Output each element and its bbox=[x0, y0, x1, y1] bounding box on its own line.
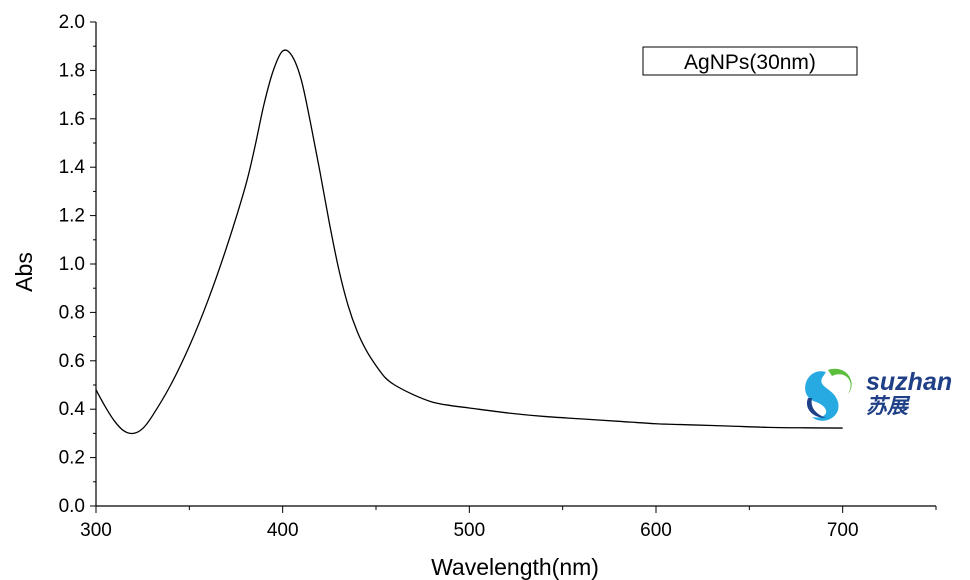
series-group bbox=[95, 49, 843, 435]
y-axis-title: Abs bbox=[11, 252, 37, 292]
y-tick-label: 1.8 bbox=[59, 60, 85, 81]
series-line bbox=[95, 49, 843, 435]
x-tick-label: 600 bbox=[640, 520, 672, 541]
x-tick-label: 300 bbox=[80, 520, 112, 541]
brand-logo: suzhan 苏展 bbox=[805, 368, 952, 421]
logo-latin-text: suzhan bbox=[866, 368, 952, 396]
legend-box bbox=[642, 46, 858, 76]
legend-label: AgNPs(30nm) bbox=[684, 51, 816, 74]
y-tick-label: 0.0 bbox=[59, 496, 85, 517]
y-tick-label: 0.8 bbox=[59, 302, 85, 323]
y-tick-label: 0.6 bbox=[59, 351, 85, 372]
y-tick-label: 1.6 bbox=[59, 109, 85, 130]
x-tick-label: 400 bbox=[267, 520, 299, 541]
x-tick-label: 700 bbox=[827, 520, 859, 541]
y-tick-label: 1.0 bbox=[59, 254, 85, 275]
x-axis-title: Wavelength(nm) bbox=[431, 554, 599, 580]
y-tick-label: 0.4 bbox=[59, 399, 86, 420]
logo-cjk-text: 苏展 bbox=[866, 394, 911, 418]
logo-swirl-icon bbox=[805, 368, 852, 421]
y-tick-label: 0.2 bbox=[59, 448, 85, 469]
axes-group bbox=[95, 22, 936, 507]
legend: AgNPs(30nm) bbox=[642, 46, 858, 76]
ticks-group: 0.0 0.2 0.4 0.6 0.8 1.0 1.2 1.4 1.6 1.8 2.0 300 400 5… bbox=[59, 12, 937, 541]
y-tick-label: 2.0 bbox=[59, 12, 85, 33]
x-tick-label: 500 bbox=[453, 520, 485, 541]
y-tick-label: 1.4 bbox=[59, 157, 86, 178]
y-tick-label: 1.2 bbox=[59, 206, 85, 227]
